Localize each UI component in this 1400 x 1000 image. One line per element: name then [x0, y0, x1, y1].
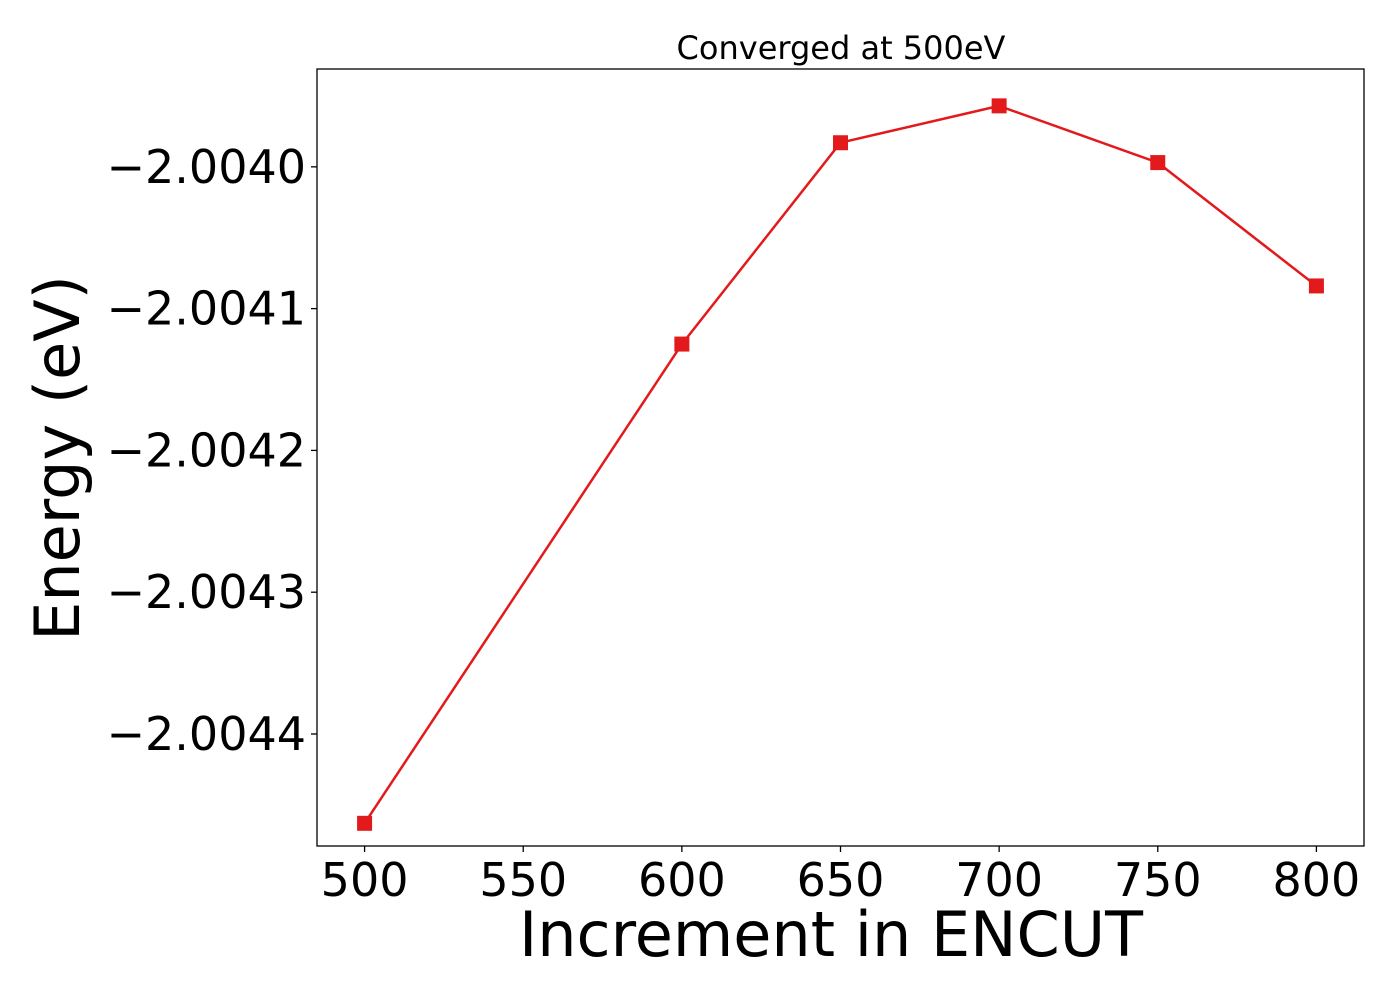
data-point-marker — [991, 98, 1007, 114]
y-tick-label: −2.0044 — [107, 707, 307, 761]
x-tick-label: 750 — [1114, 853, 1202, 907]
x-tick-label: 550 — [479, 853, 567, 907]
y-tick-label: −2.0040 — [107, 140, 307, 194]
x-axis-label: Increment in ENCUT — [519, 898, 1144, 971]
data-point-marker — [1150, 155, 1166, 171]
data-point-marker — [674, 336, 690, 352]
x-tick-label: 500 — [321, 853, 409, 907]
plot-frame — [316, 68, 1365, 847]
x-tick-label: 600 — [638, 853, 726, 907]
data-point-marker — [1308, 278, 1324, 294]
y-tick-label: −2.0041 — [107, 282, 307, 336]
y-axis-ticks: −2.0044 −2.0043 −2.0042 −2.0041 −2.0040 — [107, 140, 317, 761]
chart-title: Converged at 500eV — [677, 29, 1006, 67]
x-tick-label: 800 — [1273, 853, 1361, 907]
y-tick-label: −2.0042 — [107, 423, 307, 477]
x-tick-label: 650 — [797, 853, 885, 907]
data-point-marker — [357, 815, 373, 831]
x-tick-label: 700 — [955, 853, 1043, 907]
data-point-marker — [833, 135, 848, 151]
y-tick-label: −2.0043 — [107, 565, 307, 619]
y-axis-label: Energy (eV) — [21, 275, 94, 641]
series-line — [363, 104, 1318, 824]
plot-area — [357, 98, 1324, 831]
x-axis-ticks: 500 550 600 650 700 750 800 — [321, 846, 1361, 907]
series-markers — [357, 98, 1324, 831]
